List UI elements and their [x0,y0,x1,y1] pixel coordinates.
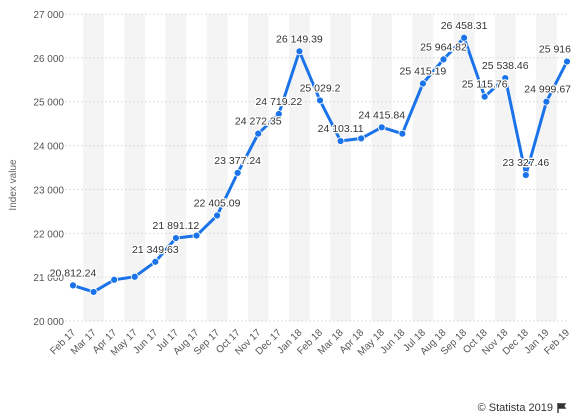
y-tick-label: 25 000 [33,98,64,109]
y-tick-label: 26 000 [33,54,64,65]
y-tick-label: 24 000 [33,142,64,153]
data-point [542,97,551,106]
band [289,14,310,321]
data-point [357,134,366,143]
data-label: 21 891.12 [153,220,200,232]
data-point [172,234,180,242]
data-label: 24 272.35 [235,116,282,128]
data-label: 21 349.63 [132,244,179,256]
data-label: 22 405.09 [194,198,241,210]
data-point [110,275,119,284]
band [247,14,269,321]
band [453,14,475,321]
data-point [439,55,448,64]
band [83,14,104,321]
data-point [501,74,510,82]
y-axis-label: Index value [8,159,19,211]
data-point [377,123,386,132]
flag-icon [557,403,567,413]
data-point [233,168,242,177]
data-label: 20 812.24 [50,267,97,279]
band [206,14,228,321]
data-label: 25 964.82 [420,41,467,53]
data-point [254,129,263,138]
data-point [419,79,427,88]
band [165,14,187,321]
data-label: 25 916 [539,44,571,56]
data-label: 24 719.22 [255,96,302,108]
band [412,14,434,321]
data-label: 25 029.2 [300,82,341,94]
band [124,14,146,321]
data-label: 24 999.67 [524,84,571,96]
data-point [460,33,468,42]
y-tick-label: 20 000 [33,317,64,328]
data-label: 26 458.31 [441,20,488,32]
data-points [69,33,571,296]
data-point [521,171,530,179]
alternating-bands [83,14,557,321]
data-labels: 20 812.24 21 349.63 21 891.12 22 405.09 23 3… [48,19,572,281]
data-point [89,288,98,296]
data-label: 24 415.84 [358,109,405,121]
data-point [69,281,77,290]
credit-text: © Statista 2019 [477,402,553,414]
data-point [213,211,221,220]
band [371,14,393,321]
data-label: 23 327.46 [502,157,549,169]
data-label: 25 115.76 [462,79,508,91]
y-tick-label: 22 000 [33,229,64,240]
data-point [398,129,407,138]
data-point [130,272,139,281]
data-point [480,92,489,101]
data-label: 25 415.19 [400,66,447,78]
data-point [336,137,345,145]
y-tick-label: 21 000 [33,273,64,284]
data-point [563,57,571,66]
data-point [151,257,160,266]
y-tick-label: 23 000 [33,185,64,196]
data-label: 24 103.11 [318,123,364,135]
data-point [192,231,201,240]
data-label: 25 538.46 [482,60,529,72]
band [494,14,516,321]
data-point [316,96,324,105]
statista-credit[interactable]: © Statista 2019 [478,402,567,414]
y-tick-labels: 20 000 21 000 22 000 23 000 24 000 25 000 26 0… [33,10,64,328]
data-label: 26 149.39 [276,33,323,45]
data-label: 23 377.24 [214,155,261,167]
band [330,14,351,321]
y-tick-label: 27 000 [33,10,64,21]
data-point [274,110,283,118]
data-point [295,47,304,56]
